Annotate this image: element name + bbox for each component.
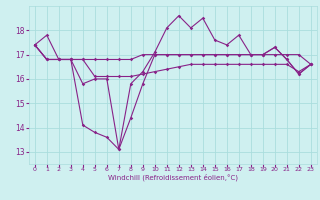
X-axis label: Windchill (Refroidissement éolien,°C): Windchill (Refroidissement éolien,°C) (108, 174, 238, 181)
